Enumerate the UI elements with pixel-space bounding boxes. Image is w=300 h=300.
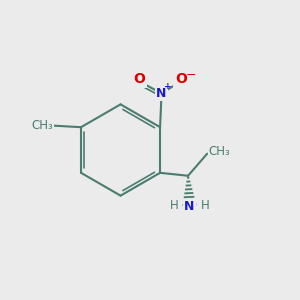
Text: O: O [175, 72, 187, 86]
Text: CH₃: CH₃ [31, 119, 53, 132]
Text: N: N [156, 87, 167, 100]
Text: H: H [200, 199, 209, 212]
Text: O: O [134, 72, 146, 86]
Text: +: + [164, 82, 172, 91]
Text: −: − [186, 69, 196, 82]
Text: H: H [170, 199, 178, 212]
Text: CH₃: CH₃ [208, 145, 230, 158]
Text: N: N [184, 200, 195, 213]
